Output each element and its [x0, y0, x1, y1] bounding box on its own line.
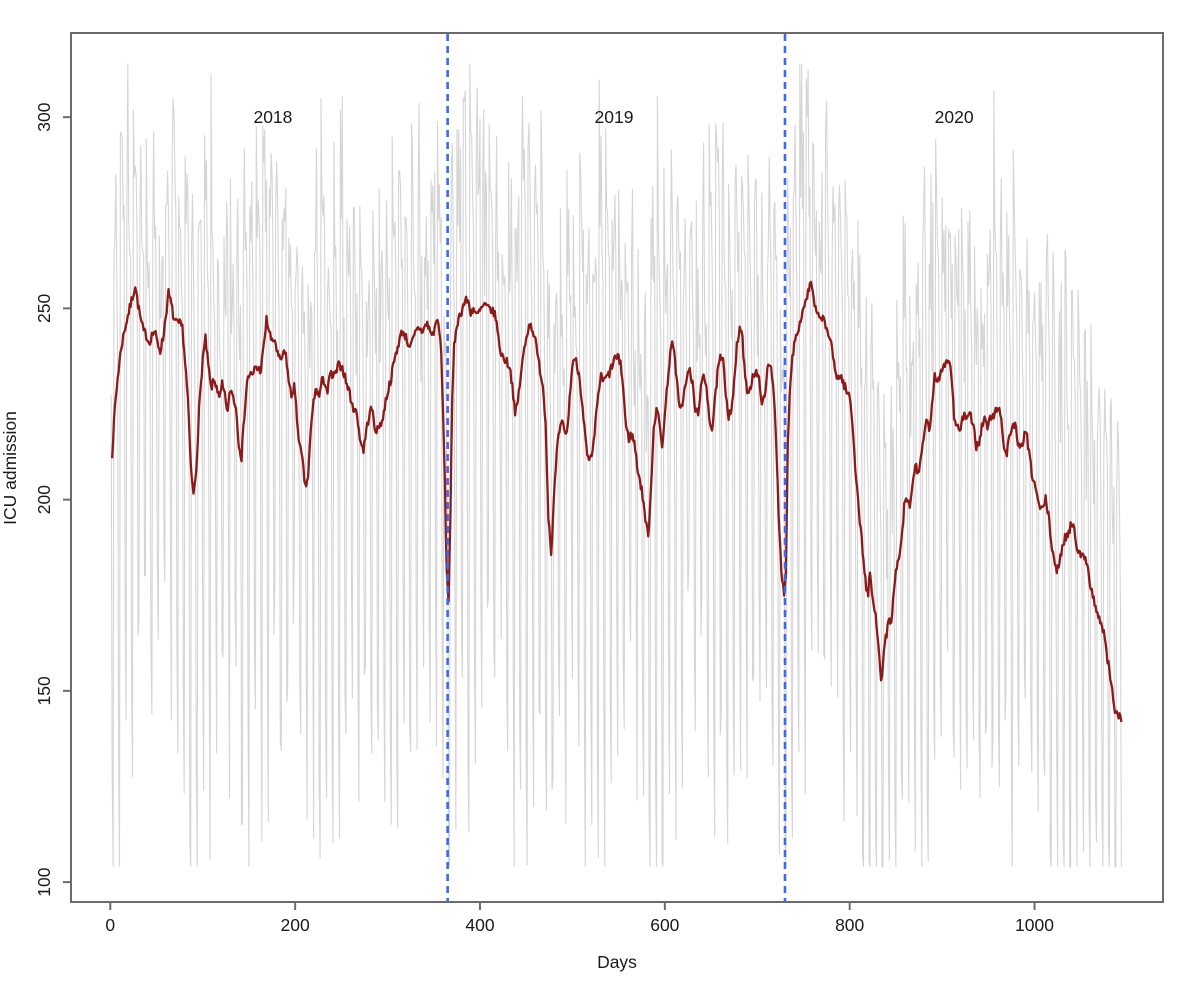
x-axis-tick-label: 1000 — [1015, 915, 1054, 935]
x-axis-title: Days — [597, 952, 637, 972]
year-label-2019: 2019 — [595, 107, 634, 127]
x-axis-tick-label: 200 — [281, 915, 310, 935]
plot-frame — [70, 32, 1164, 903]
y-axis-tick-label: 200 — [34, 485, 54, 514]
x-axis-tick-label: 400 — [465, 915, 494, 935]
daily-series-line — [110, 63, 1123, 868]
series-group — [110, 63, 1123, 868]
year-divider-lines — [446, 34, 787, 901]
year-label-2020: 2020 — [935, 107, 974, 127]
y-axis-title: ICU admission — [0, 411, 20, 525]
y-axis-tick-label: 150 — [34, 676, 54, 705]
axes: 0 200 400 600 800 1000 100 150 200 250 300 — [34, 102, 1054, 935]
y-axis-tick-label: 300 — [34, 102, 54, 131]
x-axis-tick-label: 600 — [650, 915, 679, 935]
y-axis-tick-label: 250 — [34, 294, 54, 323]
y-axis-tick-label: 100 — [34, 867, 54, 896]
x-axis-tick-label: 800 — [835, 915, 864, 935]
year-label-2018: 2018 — [253, 107, 292, 127]
smoothed-series-line — [110, 280, 1123, 723]
year-annotations: 2018 2019 2020 — [253, 107, 973, 127]
x-axis-tick-label: 0 — [105, 915, 115, 935]
